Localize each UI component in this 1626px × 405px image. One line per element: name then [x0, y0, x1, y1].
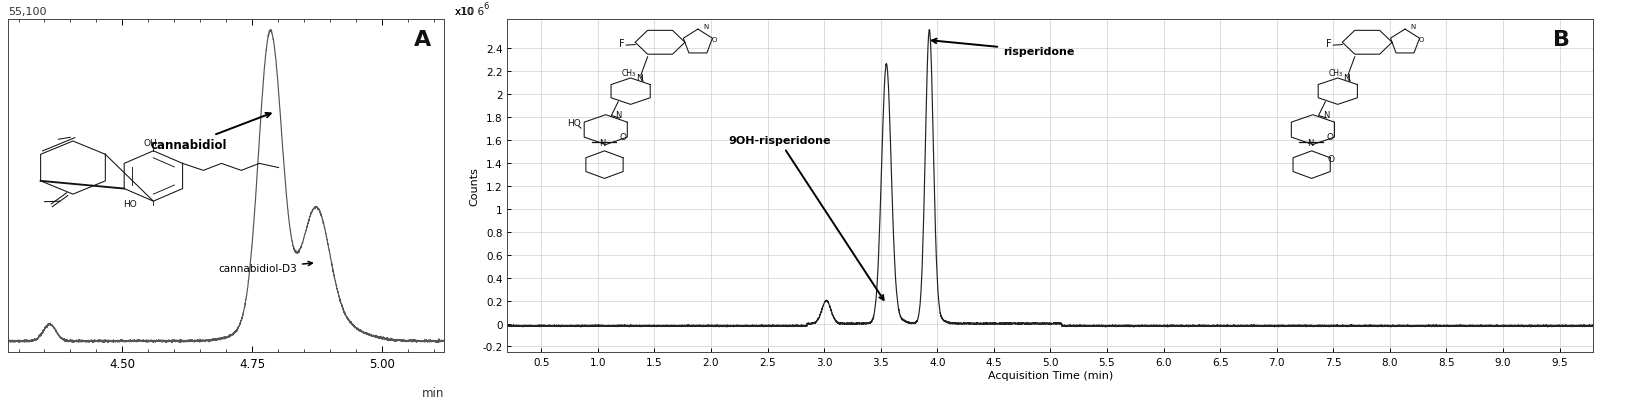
Text: A: A — [413, 30, 431, 50]
Text: N: N — [704, 24, 709, 30]
Text: risperidone: risperidone — [932, 40, 1075, 57]
Text: OH: OH — [145, 138, 158, 147]
Text: N: N — [1307, 139, 1314, 148]
Text: x10: x10 — [455, 7, 475, 17]
Text: O: O — [1418, 37, 1424, 43]
Text: N: N — [1411, 24, 1416, 30]
Text: 6: 6 — [483, 2, 489, 11]
Text: HO: HO — [124, 200, 137, 209]
Text: N: N — [1322, 111, 1328, 119]
Text: F: F — [1325, 38, 1332, 49]
Text: O: O — [620, 132, 626, 141]
X-axis label: Acquisition Time (min): Acquisition Time (min) — [987, 370, 1114, 380]
Text: N: N — [636, 74, 642, 83]
Text: O: O — [1327, 132, 1333, 141]
Text: min: min — [421, 386, 444, 399]
Text: B: B — [1553, 30, 1569, 50]
Text: O: O — [711, 37, 717, 43]
Text: x10 6: x10 6 — [455, 7, 485, 17]
Text: cannabidiol: cannabidiol — [151, 113, 270, 151]
Text: HO: HO — [567, 119, 580, 128]
Text: N: N — [600, 139, 606, 148]
Text: F: F — [620, 38, 624, 49]
Text: 9OH-risperidone: 9OH-risperidone — [728, 136, 883, 300]
Text: N: N — [1343, 74, 1350, 83]
Text: cannabidiol-D3: cannabidiol-D3 — [218, 262, 312, 273]
Y-axis label: Counts: Counts — [470, 167, 480, 206]
Text: CH₃: CH₃ — [1328, 69, 1343, 78]
Text: N: N — [616, 111, 621, 119]
Text: O: O — [1327, 154, 1335, 163]
Text: CH₃: CH₃ — [621, 69, 636, 78]
Text: 55,100: 55,100 — [8, 7, 47, 17]
